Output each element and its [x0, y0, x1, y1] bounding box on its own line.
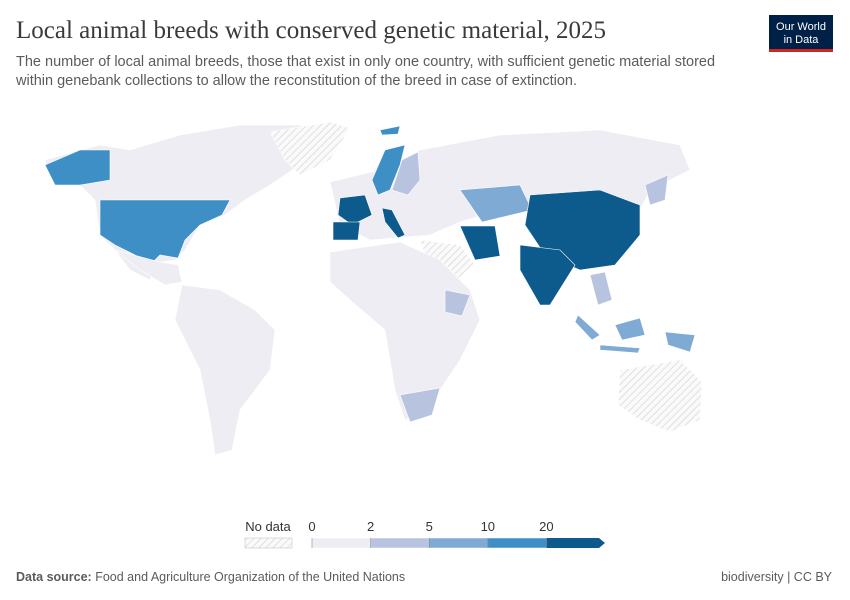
country[interactable]: [379, 125, 401, 136]
subtitle: within genebank collections to allow the…: [15, 73, 577, 89]
country[interactable]: [589, 271, 613, 306]
title: Local animal breeds with conserved genet…: [16, 17, 606, 44]
country[interactable]: [391, 151, 421, 196]
country[interactable]: [99, 199, 231, 266]
legend-tick-label: 10: [481, 519, 495, 534]
country[interactable]: [519, 244, 576, 306]
country[interactable]: [371, 144, 406, 196]
country[interactable]: [644, 174, 669, 206]
source: Data source: Food and Agriculture Organi…: [16, 570, 405, 584]
logo-text: Our World: [776, 21, 826, 33]
legend-tick-label: 0: [308, 519, 315, 534]
source-label: Data source:: [16, 570, 92, 584]
legend-no-data[interactable]: [244, 537, 293, 549]
country[interactable]: [574, 314, 601, 341]
country[interactable]: [614, 317, 646, 341]
legend-tick-label: 5: [426, 519, 433, 534]
country[interactable]: [114, 249, 183, 286]
legend-bin[interactable]: [370, 537, 430, 549]
source-text: Food and Agriculture Organization of the…: [95, 570, 405, 584]
legend-bin[interactable]: [546, 538, 605, 548]
country[interactable]: [459, 225, 501, 261]
country[interactable]: [399, 387, 441, 423]
logo-box[interactable]: [769, 15, 833, 51]
logo-bar: [769, 49, 833, 52]
legend-tick-label: 2: [367, 519, 374, 534]
subtitle: The number of local animal breeds, those…: [16, 54, 715, 70]
country[interactable]: [44, 149, 111, 186]
logo-text: in Data: [784, 34, 820, 46]
legend-tick-label: 20: [539, 519, 553, 534]
country[interactable]: [269, 121, 351, 176]
country[interactable]: [444, 289, 471, 317]
world-map: [44, 121, 703, 456]
country[interactable]: [174, 284, 276, 456]
country[interactable]: [664, 331, 696, 353]
country[interactable]: [381, 207, 406, 239]
legend-bin[interactable]: [487, 537, 547, 549]
legend-bin[interactable]: [311, 537, 371, 549]
footer-right: biodiversity | CC BY: [721, 570, 833, 584]
legend-bin[interactable]: [428, 537, 489, 549]
legend-label: No data: [245, 519, 291, 534]
country[interactable]: [337, 194, 373, 226]
country[interactable]: [617, 359, 703, 433]
country[interactable]: [332, 221, 361, 241]
logo[interactable]: Our World in Data: [769, 15, 833, 52]
country[interactable]: [599, 344, 641, 354]
legend: No data 0 2 5 10 20: [244, 519, 605, 549]
